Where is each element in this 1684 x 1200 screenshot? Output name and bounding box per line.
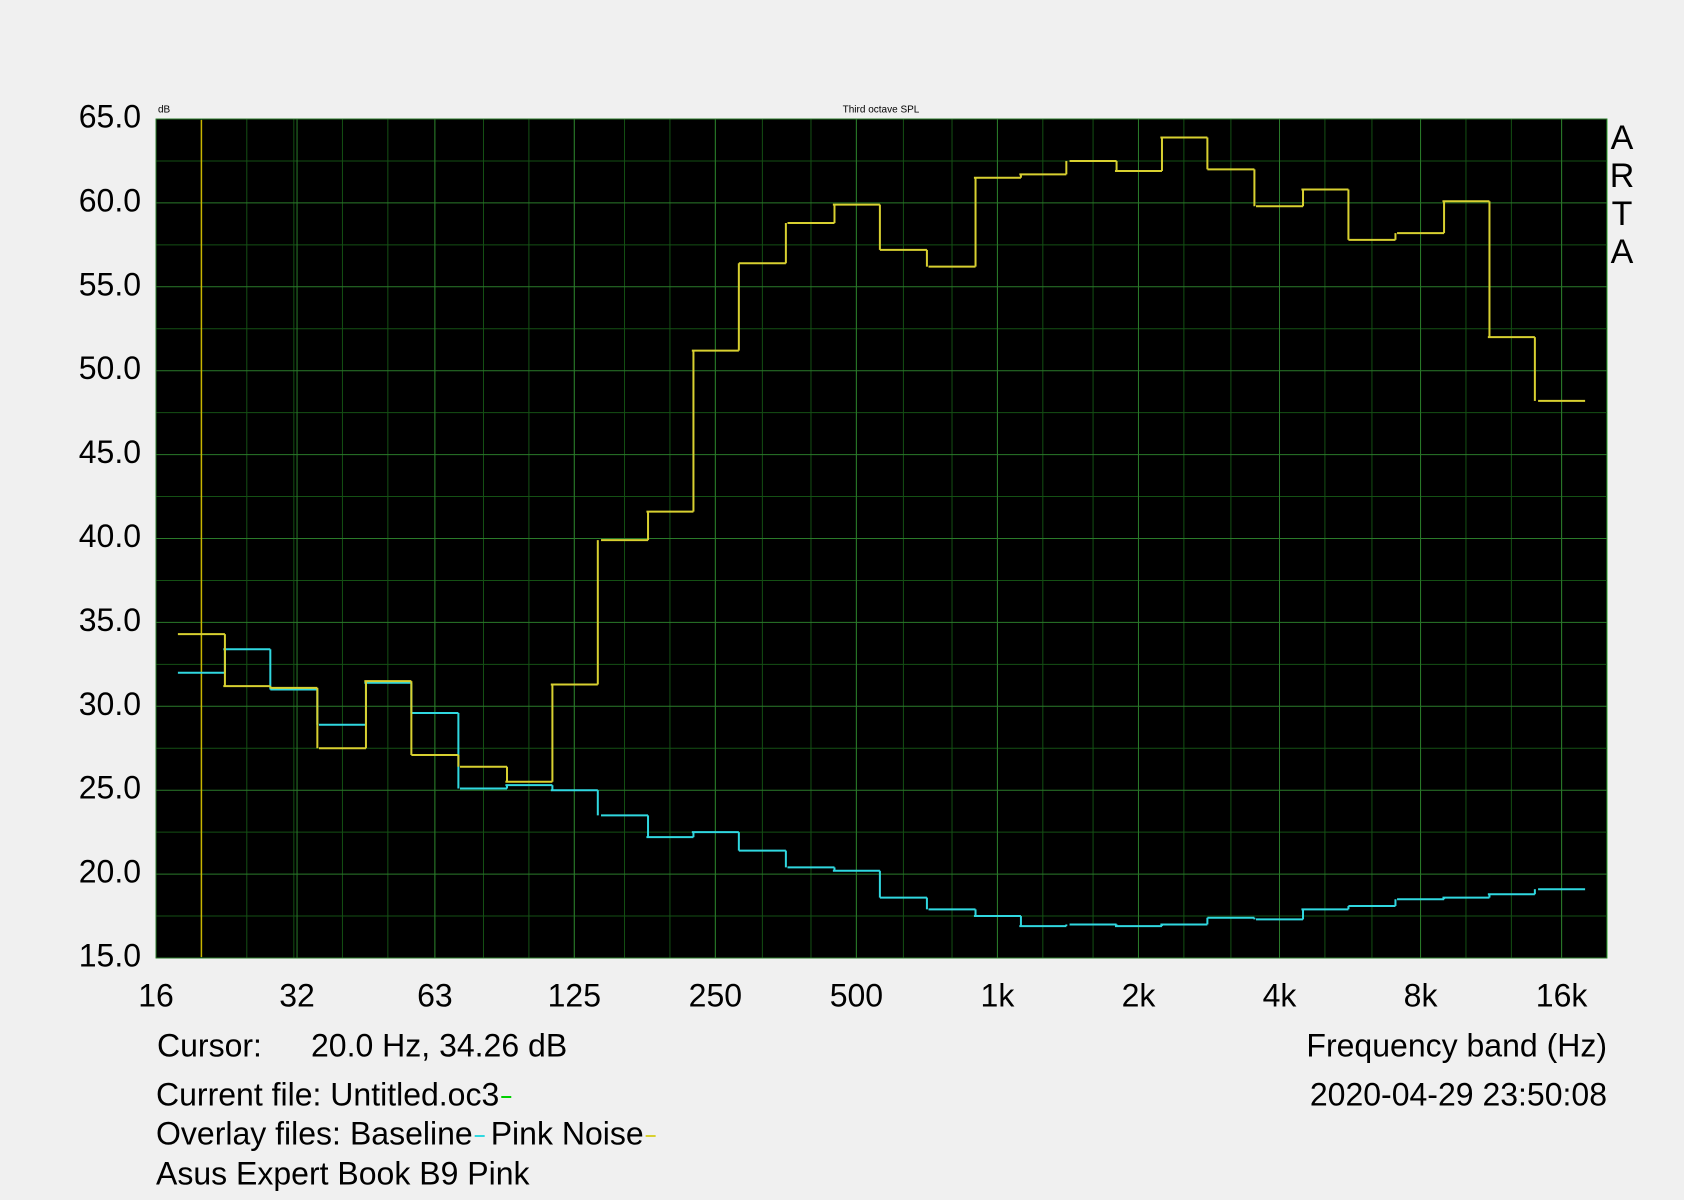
y-tick-label: 30.0 — [79, 686, 141, 722]
y-tick-label: 15.0 — [79, 937, 141, 973]
brand-letter: T — [1612, 195, 1633, 233]
y-tick-label: 25.0 — [79, 770, 141, 806]
legend-label: Baseline — [350, 1115, 473, 1151]
chart-title: Third octave SPL — [843, 105, 920, 116]
x-tick-label: 63 — [417, 977, 453, 1013]
x-tick-label: 500 — [830, 977, 883, 1013]
x-tick-label: 2k — [1122, 977, 1157, 1013]
note: Asus Expert Book B9 Pink — [156, 1155, 531, 1191]
y-tick-label: 60.0 — [79, 182, 141, 218]
brand-letter: A — [1611, 119, 1634, 157]
x-tick-label: 16k — [1536, 977, 1589, 1013]
y-tick-label: 45.0 — [79, 434, 141, 470]
y-tick-label: 20.0 — [79, 854, 141, 890]
x-tick-label: 1k — [981, 977, 1016, 1013]
y-tick-label: 35.0 — [79, 602, 141, 638]
brand-letter: R — [1610, 157, 1635, 195]
cursor-label: Cursor: — [157, 1027, 262, 1063]
x-tick-label: 4k — [1263, 977, 1298, 1013]
y-tick-label: 55.0 — [79, 266, 141, 302]
timestamp: 2020-04-29 23:50:08 — [1310, 1076, 1607, 1112]
y-tick-label: 40.0 — [79, 518, 141, 554]
x-axis-label: Frequency band (Hz) — [1306, 1027, 1607, 1063]
x-tick-label: 250 — [689, 977, 742, 1013]
y-tick-label: 50.0 — [79, 350, 141, 386]
legend-label: Pink Noise — [491, 1115, 644, 1151]
x-tick-label: 8k — [1404, 977, 1439, 1013]
overlay-label: Overlay files: — [156, 1115, 341, 1151]
x-tick-label: 32 — [279, 977, 315, 1013]
x-tick-label: 125 — [548, 977, 601, 1013]
y-unit: dB — [158, 105, 171, 116]
y-tick-label: 65.0 — [79, 98, 141, 134]
current-file: Current file: Untitled.oc3 — [156, 1076, 499, 1112]
x-tick-label: 16 — [138, 977, 174, 1013]
brand-letter: A — [1611, 233, 1634, 271]
cursor-readout: 20.0 Hz, 34.26 dB — [311, 1027, 567, 1063]
